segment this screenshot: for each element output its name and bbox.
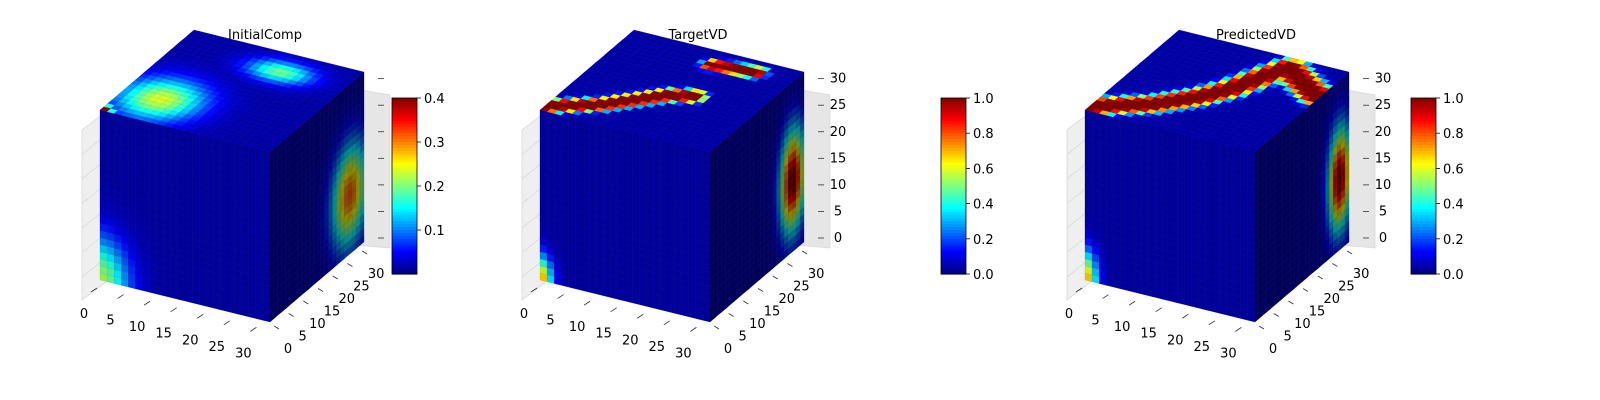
x-tick-label: 10 (569, 320, 586, 335)
voxel-face-top (99, 29, 365, 153)
y-tick-label: 0 (284, 342, 292, 357)
y-tick (757, 288, 764, 292)
x-tick-label: 25 (209, 340, 226, 355)
x-tick (583, 300, 591, 306)
x-tick-label: 10 (129, 320, 146, 335)
x-tick-label: 15 (155, 327, 172, 342)
x-tick (663, 320, 671, 326)
colorbar-tick-label: 0.1 (424, 224, 445, 239)
y-tick (787, 263, 793, 267)
colorbar-tick-label: 0.4 (424, 92, 445, 107)
x-tick (170, 307, 177, 313)
x-tick (690, 327, 697, 332)
x-tick (610, 307, 617, 313)
y-tick (713, 325, 720, 330)
y-tick (288, 313, 294, 317)
chart-title: PredictedVD (1216, 28, 1296, 43)
colorbar-tick-label: 0.4 (973, 198, 994, 213)
colorbar-tick-label: 0.2 (973, 233, 994, 248)
z-tick-label: 10 (830, 178, 847, 193)
x-tick (223, 320, 231, 326)
x-tick-label: 20 (622, 333, 639, 348)
y-tick (332, 275, 338, 280)
z-tick-label: 0 (834, 231, 842, 246)
colorbar-tick-label: 0.8 (973, 127, 994, 142)
colorbar: 0.1 0.2 0.3 0.4 (391, 92, 445, 275)
voxel-face-side (269, 71, 365, 323)
x-tick (117, 294, 124, 299)
y-tick (361, 250, 368, 255)
z-tick-label: 30 (830, 72, 847, 87)
x-tick-label: 5 (546, 314, 554, 329)
y-tick-label: 5 (739, 330, 747, 345)
colorbar-tick-label: 0.3 (424, 136, 445, 151)
chart-title: InitialComp (228, 28, 302, 43)
z-tick-label: 25 (830, 98, 847, 113)
colorbar-tick-label: 0.2 (424, 180, 445, 195)
y-tick (273, 325, 280, 330)
y-tick-label: 30 (368, 267, 385, 282)
x-tick-label: 0 (80, 307, 88, 322)
x-tick (197, 313, 204, 319)
voxel-face-front (99, 109, 271, 323)
x-tick (250, 327, 257, 332)
colorbar-tick-label: 1.0 (973, 92, 994, 107)
x-tick-label: 30 (675, 346, 692, 361)
x-tick-label: 0 (520, 307, 528, 322)
y-tick-label: 30 (808, 267, 825, 282)
y-tick (728, 313, 734, 317)
y-tick (317, 288, 324, 292)
x-tick (143, 300, 151, 306)
x-tick-label: 20 (182, 333, 199, 348)
y-tick (303, 300, 309, 305)
y-tick (743, 300, 749, 305)
colorbar: 0.0 0.2 0.4 0.6 0.8 1.0 (940, 92, 994, 283)
x-tick (637, 313, 644, 319)
colorbar-tick-label: 0.6 (973, 162, 994, 177)
x-tick-label: 15 (595, 327, 612, 342)
z-tick-label: 20 (830, 125, 847, 140)
y-tick-label: 0 (724, 342, 732, 357)
y-tick (801, 250, 808, 255)
y-tick-label: 5 (299, 330, 307, 345)
x-tick-label: 25 (649, 340, 666, 355)
y-tick (347, 263, 353, 267)
x-tick (557, 294, 564, 299)
x-tick-label: 30 (235, 346, 252, 361)
y-tick (772, 275, 778, 280)
x-tick-label: 5 (106, 314, 114, 329)
z-tick-label: 15 (830, 151, 847, 166)
colorbar-tick-label: 0.0 (973, 268, 994, 283)
z-tick-label: 5 (834, 204, 842, 219)
